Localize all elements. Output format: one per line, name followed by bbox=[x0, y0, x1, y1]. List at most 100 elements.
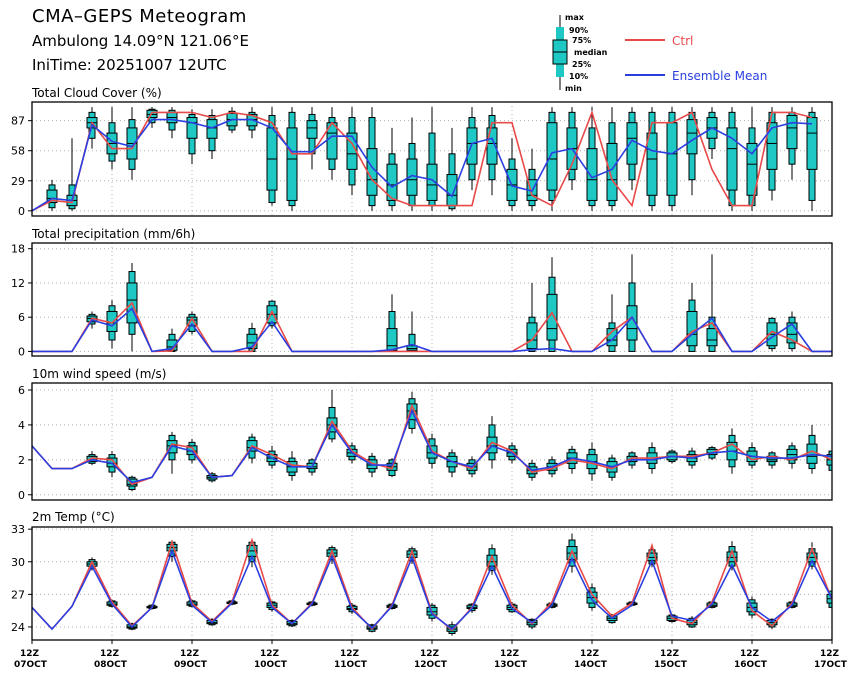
ensemble-mean-series-line bbox=[32, 548, 832, 631]
box-p25-p75 bbox=[546, 293, 558, 341]
x-tick-label-hour: 12Z bbox=[820, 649, 840, 659]
ensemble-box bbox=[786, 311, 798, 352]
box-p25-p75 bbox=[286, 127, 298, 201]
ensemble-box bbox=[386, 294, 398, 352]
ensemble-box bbox=[446, 127, 458, 211]
ensemble-box bbox=[806, 107, 818, 211]
x-tick-label-date: 12OCT bbox=[414, 660, 448, 670]
panel-frame bbox=[31, 242, 833, 357]
ensemble-box bbox=[766, 451, 778, 469]
ensemble-box bbox=[466, 107, 478, 191]
y-tick-label: 2 bbox=[18, 454, 25, 467]
box-p25-p75 bbox=[586, 148, 598, 201]
ensemble-box bbox=[706, 107, 718, 159]
ensemble-box bbox=[726, 107, 738, 211]
y-tick-label: 12 bbox=[11, 277, 25, 290]
ensemble-box bbox=[706, 254, 718, 352]
box-p25-p75 bbox=[386, 328, 398, 351]
y-tick-label: 0 bbox=[18, 345, 25, 358]
ensemble-box bbox=[366, 107, 378, 211]
y-tick-label: 4 bbox=[18, 419, 25, 432]
ensemble-box bbox=[486, 107, 498, 196]
x-tick-label-date: 16OCT bbox=[734, 660, 768, 670]
ensemble-box bbox=[686, 282, 698, 352]
y-tick-label: 18 bbox=[11, 243, 25, 256]
panel-frame bbox=[31, 101, 833, 217]
panel-title: Total precipitation (mm/6h) bbox=[31, 227, 195, 241]
ensemble-box bbox=[486, 544, 498, 575]
y-tick-label: 27 bbox=[11, 588, 25, 601]
ensemble-box bbox=[46, 179, 58, 211]
ensemble-box bbox=[847, 320, 857, 351]
box-p25-p75 bbox=[606, 142, 618, 201]
ensemble-box bbox=[806, 424, 818, 474]
box-p25-p75 bbox=[786, 114, 798, 150]
box-p25-p75 bbox=[847, 455, 857, 469]
x-tick-label-date: 15OCT bbox=[654, 660, 688, 670]
ensemble-box bbox=[326, 107, 338, 180]
temperature-panel: 2m Temp (°C) 24 27 30 33 bbox=[11, 510, 833, 641]
box-p25-p75 bbox=[686, 310, 698, 347]
y-tick-label: 6 bbox=[18, 384, 25, 397]
box-p25-p75 bbox=[786, 322, 798, 344]
x-tick-label-hour: 12Z bbox=[260, 649, 280, 659]
ensemble-mean-series-line bbox=[32, 408, 832, 484]
precipitation-panel: Total precipitation (mm/6h) 0 6 12 18 bbox=[11, 227, 857, 358]
box-p25-p75 bbox=[406, 345, 418, 351]
location-label: Ambulong 14.09°N 121.06°E bbox=[32, 32, 249, 50]
ensemble-box bbox=[826, 587, 832, 612]
x-tick-label-hour: 12Z bbox=[420, 649, 440, 659]
ensemble-mean-series-line bbox=[32, 118, 813, 212]
x-tick-label-date: 10OCT bbox=[254, 660, 288, 670]
box-p25-p75 bbox=[646, 132, 658, 196]
box-p25-p75 bbox=[847, 329, 857, 346]
y-tick-label: 29 bbox=[11, 175, 25, 188]
wind-speed-panel: 10m wind speed (m/s) 0 2 4 6 bbox=[18, 367, 857, 502]
legend-mean-label: Ensemble Mean bbox=[672, 69, 767, 83]
x-tick-label-hour: 12Z bbox=[100, 649, 120, 659]
init-time-label: IniTime: 20251007 12UTC bbox=[32, 56, 227, 74]
x-tick-label-date: 14OCT bbox=[574, 660, 608, 670]
ensemble-box bbox=[186, 109, 198, 165]
legend-label-p90: 90% bbox=[569, 26, 588, 35]
ensemble-box bbox=[406, 117, 418, 211]
x-tick-label-date: 17OCT bbox=[814, 660, 848, 670]
box-p25-p75 bbox=[806, 443, 818, 464]
y-tick-label: 0 bbox=[18, 489, 25, 502]
legend-label-max: max bbox=[565, 13, 585, 22]
x-tick-label-hour: 12Z bbox=[180, 649, 200, 659]
legend-ctrl-label: Ctrl bbox=[672, 34, 693, 48]
box-p25-p75 bbox=[46, 189, 58, 204]
x-tick-label-date: 07OCT bbox=[14, 660, 48, 670]
box-p25-p75 bbox=[186, 117, 198, 139]
ensemble-box bbox=[326, 389, 338, 443]
ensemble-box bbox=[426, 107, 438, 211]
ensemble-box bbox=[126, 107, 138, 180]
ensemble-box bbox=[826, 445, 832, 474]
x-tick-label-hour: 12Z bbox=[500, 649, 520, 659]
ctrl-series-line bbox=[32, 403, 832, 486]
box-p25-p75 bbox=[666, 122, 678, 196]
y-tick-label: 87 bbox=[11, 115, 25, 128]
ensemble-box bbox=[646, 546, 658, 568]
ensemble-box bbox=[546, 257, 558, 352]
panel-title: 2m Temp (°C) bbox=[32, 510, 115, 524]
box-p10-p90 bbox=[849, 323, 855, 352]
legend-label-min: min bbox=[565, 84, 582, 93]
legend-label-p75: 75% bbox=[572, 36, 591, 45]
y-tick-label: 24 bbox=[11, 621, 25, 634]
y-tick-label: 30 bbox=[11, 556, 25, 569]
ensemble-box bbox=[246, 107, 258, 139]
x-tick-label-date: 08OCT bbox=[94, 660, 128, 670]
legend-label-p10: 10% bbox=[569, 72, 588, 81]
legend-label-p25: 25% bbox=[572, 60, 591, 69]
ensemble-box bbox=[746, 107, 758, 211]
y-tick-label: 0 bbox=[18, 205, 25, 218]
box-p25-p75 bbox=[446, 174, 458, 207]
box-p25-p75 bbox=[466, 127, 478, 165]
box-p25-p75 bbox=[766, 122, 778, 170]
y-tick-label: 6 bbox=[18, 311, 25, 324]
ensemble-box bbox=[626, 107, 638, 191]
legend: max 90% 75% median 25% 10% min Ctrl Ense… bbox=[552, 13, 767, 93]
ensemble-box bbox=[786, 442, 798, 469]
